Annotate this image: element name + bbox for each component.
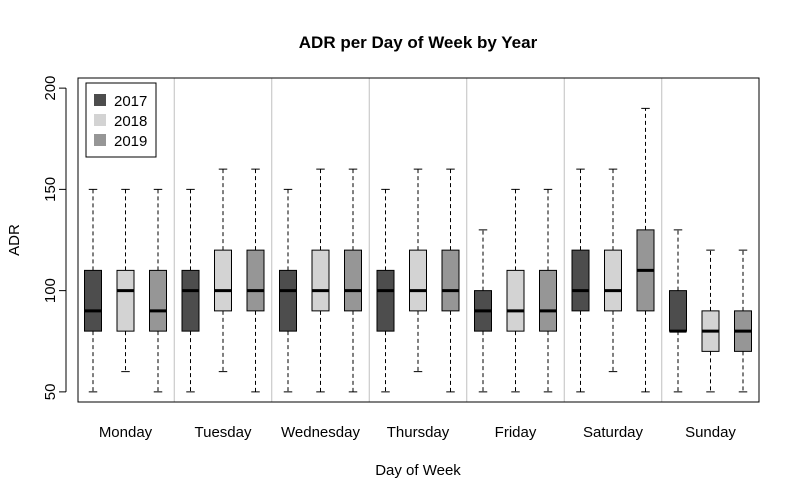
legend-label-2019: 2019 (114, 133, 147, 150)
y-tick-label: 200 (42, 76, 59, 101)
box-tuesday-2017[interactable] (181, 269, 200, 332)
box-saturday-2018[interactable] (604, 249, 622, 312)
x-tick-label-tuesday: Tuesday (195, 424, 252, 441)
box-thursday-2018[interactable] (409, 249, 427, 312)
box-wednesday-2017[interactable] (279, 269, 297, 332)
chart-title: ADR per Day of Week by Year (299, 33, 538, 52)
box-wednesday-2018[interactable] (311, 249, 330, 312)
x-tick-label-friday: Friday (495, 424, 537, 441)
box-tuesday-2019[interactable] (246, 249, 265, 312)
x-tick-label-sunday: Sunday (685, 424, 736, 441)
legend-label-2017: 2017 (114, 93, 147, 110)
x-tick-label-saturday: Saturday (583, 424, 644, 441)
box-tuesday-2018[interactable] (214, 249, 232, 312)
box-monday-2018[interactable] (116, 269, 135, 332)
box-thursday-2017[interactable] (376, 269, 395, 332)
legend-swatch-2019 (94, 134, 106, 146)
box-saturday-2017[interactable] (571, 249, 590, 312)
y-tick-label: 150 (42, 177, 59, 202)
x-tick-label-thursday: Thursday (387, 424, 450, 441)
box-sunday-2017[interactable] (669, 290, 687, 332)
y-axis-label: ADR (6, 224, 23, 256)
plot-area: 50 100 150 200 Monday Tuesday Wednesday Thursda… (42, 76, 760, 441)
box-friday-2018[interactable] (506, 269, 525, 332)
legend-swatch-2017 (94, 94, 106, 106)
box-thursday-2019[interactable] (441, 249, 460, 312)
box-wednesday-2019[interactable] (344, 249, 362, 312)
x-tick-label-monday: Monday (99, 424, 153, 441)
y-tick-label: 100 (42, 278, 59, 303)
box-friday-2019[interactable] (539, 269, 557, 332)
x-axis-label: Day of Week (375, 462, 461, 479)
x-tick-label-wednesday: Wednesday (281, 424, 360, 441)
plot-frame (77, 77, 760, 403)
legend-label-2018: 2018 (114, 113, 147, 130)
box-monday-2017[interactable] (84, 269, 102, 332)
box-monday-2019[interactable] (149, 269, 167, 332)
y-tick-label: 50 (42, 384, 59, 401)
legend-swatch-2018 (94, 114, 106, 126)
